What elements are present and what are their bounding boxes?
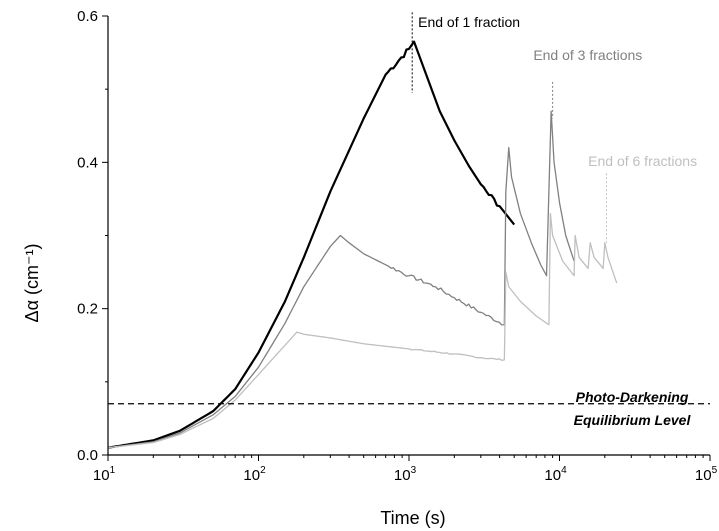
x-tick-label: 104 [544,465,567,484]
y-tick-label: 0.2 [77,301,98,318]
y-axis-title: Δα (cm⁻¹) [22,244,42,323]
fraction-annotation-1: End of 1 fraction [418,14,520,30]
y-tick-label: 0.0 [77,447,98,464]
series-layer [107,40,618,449]
x-tick-label: 105 [695,465,718,484]
equilibrium-label-line2: Equilibrium Level [574,412,692,428]
series-line-2 [107,110,575,449]
x-tick-label: 103 [394,465,417,484]
equilibrium-label-line1: Photo-Darkening [576,389,689,405]
x-tick-label: 102 [243,465,266,484]
fraction-annotation-3: End of 6 fractions [588,153,697,169]
axes: 0.0 0.2 0.4 0.6 101 102 103 104 105 [77,8,717,484]
x-axis-title: Time (s) [380,508,445,528]
fraction-annotation-2: End of 3 fractions [533,47,642,63]
y-tick-label: 0.4 [77,154,98,171]
annotation-layer: End of 1 fraction End of 3 fractions End o… [411,12,697,243]
series-line-1 [107,40,516,449]
y-tick-label: 0.6 [77,8,98,25]
x-tick-label: 101 [93,465,116,484]
series-line-3 [107,212,618,449]
